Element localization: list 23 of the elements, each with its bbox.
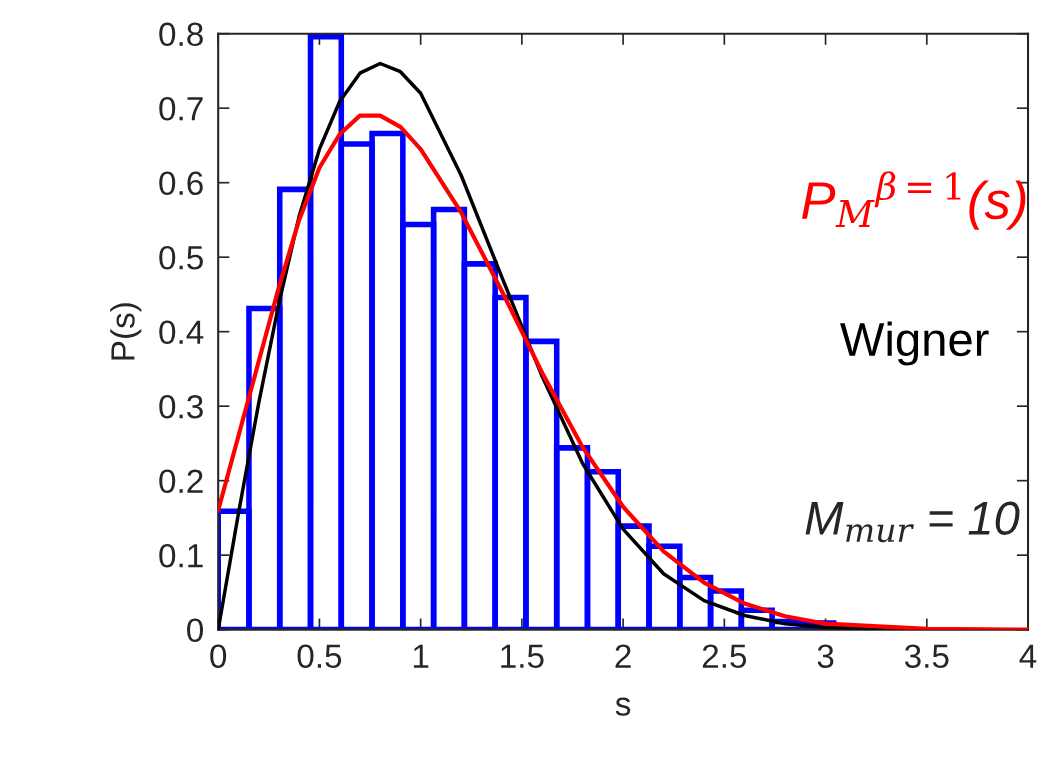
x-axis-title: s bbox=[615, 697, 631, 716]
x-tick-label: 3 bbox=[817, 644, 834, 669]
x-tick-label: 3.5 bbox=[904, 644, 949, 669]
x-tick-label: 1 bbox=[413, 644, 429, 668]
y-axis-title: P(s) bbox=[110, 303, 142, 360]
x-tick-label: 1.5 bbox=[501, 644, 544, 669]
y-tick-label: 0.5 bbox=[159, 245, 203, 270]
x-tick-label: 4 bbox=[1019, 644, 1037, 668]
text: P$_{M}$$^{β=1}$(s) bbox=[802, 171, 1026, 230]
y-tick-label: 0.2 bbox=[159, 469, 203, 494]
y-tick-label: 0.3 bbox=[159, 394, 203, 419]
y-tick-label: 0.4 bbox=[159, 320, 204, 345]
x-tick-label: 0 bbox=[210, 644, 227, 669]
x-tick-label: 2.5 bbox=[702, 644, 747, 669]
x-tick-label: 2 bbox=[615, 644, 631, 668]
y-tick-label: 0.8 bbox=[159, 22, 203, 47]
text: Wigner bbox=[840, 321, 989, 366]
annotation: M$_{mur}$ = 10 bbox=[805, 501, 1020, 543]
y-tick-label: 0.6 bbox=[159, 171, 203, 196]
x-tick-label: 0.5 bbox=[297, 644, 342, 669]
y-tick-label: 0 bbox=[187, 618, 203, 643]
y-tick-label: 0.7 bbox=[159, 97, 203, 121]
y-tick-label: 0.1 bbox=[159, 543, 203, 568]
